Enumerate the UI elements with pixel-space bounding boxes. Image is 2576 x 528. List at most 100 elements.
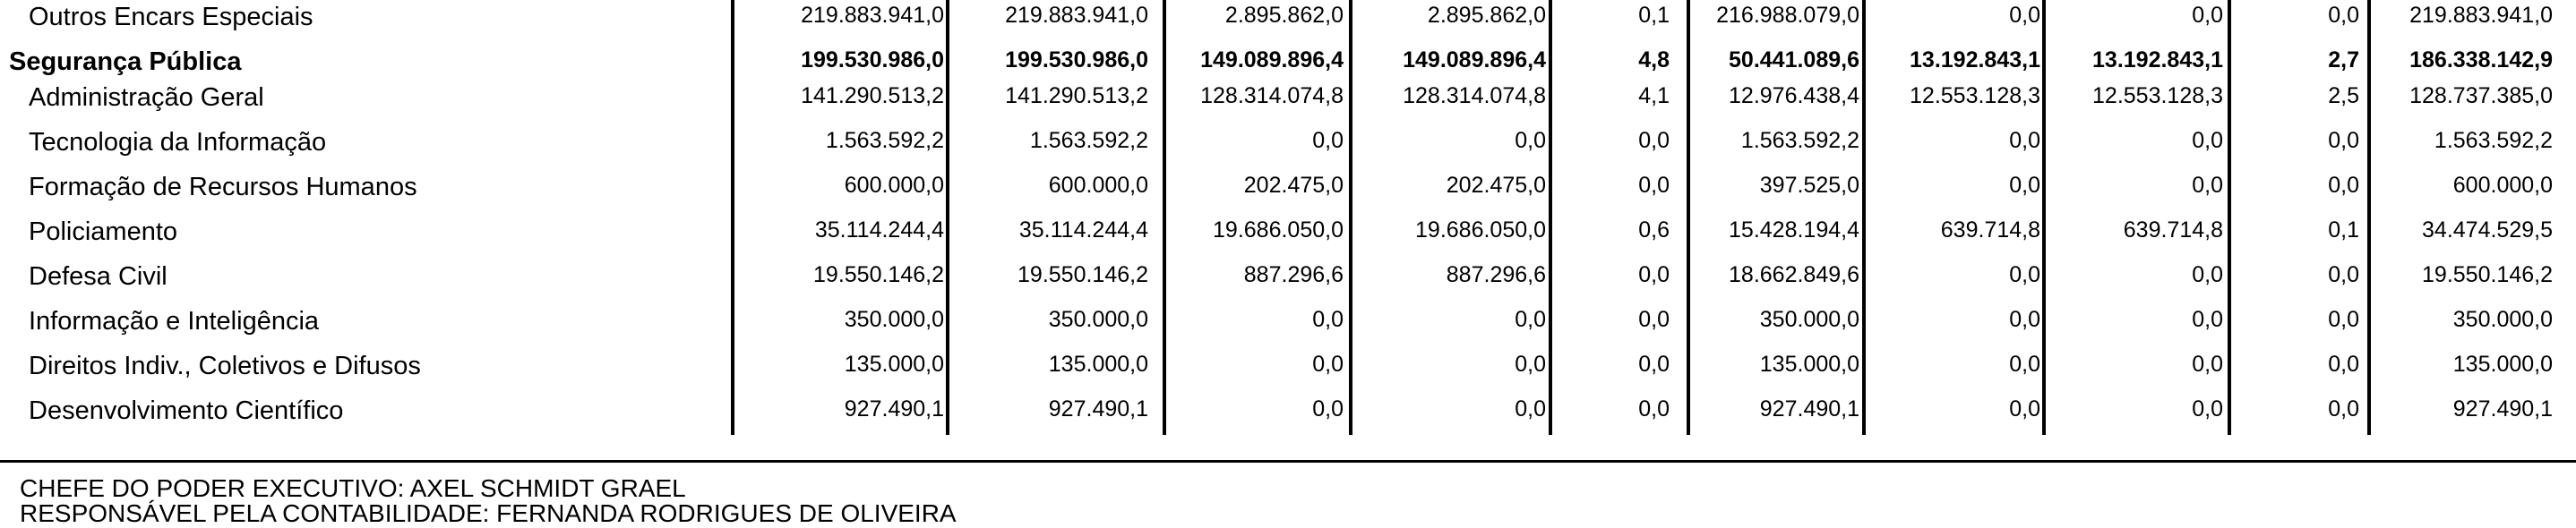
table-cell: 350.000,0 [844, 307, 944, 332]
table-cell: 2,7 [2328, 47, 2359, 72]
table-cell: 0,0 [1638, 262, 1670, 287]
table-cell: 216.988.079,0 [1716, 3, 1859, 28]
table-row: Desenvolvimento Científico 927.490,1 927.4… [0, 394, 2576, 430]
table-cell: 0,0 [1312, 396, 1344, 422]
table-cell: 927.490,1 [844, 396, 944, 422]
table-row: Policiamento 35.114.244,4 35.114.244,4 19.6… [0, 215, 2576, 251]
table-cell: 34.474.529,5 [2422, 217, 2553, 243]
table-cell: 0,0 [2328, 173, 2359, 198]
table-cell: 0,0 [2009, 128, 2040, 153]
table-cell: 887.296,6 [1446, 262, 1546, 287]
table-cell: 0,0 [1312, 307, 1344, 332]
row-label: Defesa Civil [29, 262, 167, 291]
table-cell: 4,8 [1638, 47, 1670, 72]
column-divider [2042, 0, 2046, 435]
table-cell: 350.000,0 [1759, 307, 1859, 332]
table-cell: 0,0 [2328, 128, 2359, 153]
table-row: Direitos Indiv., Coletivos e Difusos 135.… [0, 349, 2576, 385]
table-cell: 199.530.986,0 [1005, 47, 1148, 72]
table-cell: 19.686.050,0 [1415, 217, 1546, 243]
column-divider [1862, 0, 1866, 435]
table-cell: 1.563.592,2 [825, 128, 944, 153]
table-cell: 0,0 [2009, 396, 2040, 422]
table-cell: 0,0 [2192, 352, 2223, 377]
table-cell: 219.883.941,0 [801, 3, 944, 28]
table-cell: 0,0 [2192, 173, 2223, 198]
table-cell: 128.314.074,8 [1200, 83, 1344, 108]
table-cell: 1.563.592,2 [2434, 128, 2553, 153]
table-cell: 219.883.941,0 [1005, 3, 1148, 28]
table-cell: 0,0 [2009, 307, 2040, 332]
table-cell: 0,0 [2192, 307, 2223, 332]
table-cell: 149.089.896,4 [1200, 47, 1344, 72]
table-row: Outros Encars Especiais 219.883.941,0 219.… [0, 0, 2576, 36]
table-cell: 19.550.146,2 [2422, 262, 2553, 287]
row-label: Administração Geral [29, 83, 264, 112]
row-label: Desenvolvimento Científico [29, 396, 344, 425]
table-cell: 50.441.089,6 [1729, 47, 1859, 72]
table-cell: 350.000,0 [1048, 307, 1148, 332]
table-row: Formação de Recursos Humanos 600.000,0 600… [0, 170, 2576, 206]
table-cell: 135.000,0 [1048, 352, 1148, 377]
table-cell: 927.490,1 [1048, 396, 1148, 422]
column-divider [946, 0, 949, 435]
column-divider [1549, 0, 1552, 435]
column-divider [731, 0, 734, 435]
table-row: Defesa Civil 19.550.146,2 19.550.146,2 887.… [0, 260, 2576, 295]
table-cell: 12.553.128,3 [1910, 83, 2040, 108]
row-label: Formação de Recursos Humanos [29, 173, 417, 201]
table-cell: 0,0 [2328, 3, 2359, 28]
row-label: Policiamento [29, 217, 178, 246]
column-divider [1163, 0, 1166, 435]
table-cell: 0,0 [2009, 173, 2040, 198]
table-cell: 0,0 [1638, 307, 1670, 332]
table-cell: 219.883.941,0 [2409, 3, 2553, 28]
table-cell: 19.550.146,2 [813, 262, 944, 287]
table-cell: 19.686.050,0 [1213, 217, 1344, 243]
table-cell: 0,0 [1638, 128, 1670, 153]
row-label: Tecnologia da Informação [29, 128, 327, 157]
table-cell: 0,0 [2192, 262, 2223, 287]
table-cell: 0,0 [2328, 352, 2359, 377]
table-cell: 927.490,1 [1759, 396, 1859, 422]
table-cell: 0,0 [1515, 307, 1546, 332]
table-cell: 887.296,6 [1243, 262, 1344, 287]
table-cell: 927.490,1 [2452, 396, 2553, 422]
table-cell: 13.192.843,1 [1910, 47, 2040, 72]
table-cell: 2.895.862,0 [1224, 3, 1344, 28]
table-cell: 202.475,0 [1243, 173, 1344, 198]
table-cell: 0,0 [2192, 396, 2223, 422]
table-cell: 397.525,0 [1759, 173, 1859, 198]
table-cell: 12.976.438,4 [1729, 83, 1859, 108]
table-cell: 0,0 [2328, 262, 2359, 287]
table-cell: 2,5 [2328, 83, 2359, 108]
table-row: Informação e Inteligência 350.000,0 350.00… [0, 304, 2576, 340]
table-cell: 128.314.074,8 [1403, 83, 1546, 108]
accountant-line: RESPONSÁVEL PELA CONTABILIDADE: FERNANDA… [20, 499, 957, 527]
table-cell: 202.475,0 [1446, 173, 1546, 198]
row-label: Outros Encars Especiais [29, 3, 313, 31]
table-group-row: Segurança Pública 199.530.986,0 199.530.98… [0, 45, 2576, 81]
table-cell: 350.000,0 [2452, 307, 2553, 332]
row-label: Segurança Pública [9, 47, 242, 76]
table-cell: 0,1 [1638, 3, 1670, 28]
table-cell: 0,0 [1515, 396, 1546, 422]
table-cell: 600.000,0 [1048, 173, 1148, 198]
table-cell: 4,1 [1638, 83, 1670, 108]
table-cell: 12.553.128,3 [2092, 83, 2223, 108]
row-label: Direitos Indiv., Coletivos e Difusos [29, 352, 421, 380]
table-cell: 0,6 [1638, 217, 1670, 243]
table-cell: 149.089.896,4 [1403, 47, 1546, 72]
table-cell: 35.114.244,4 [814, 217, 944, 243]
table-cell: 2.895.862,0 [1427, 3, 1546, 28]
table-cell: 186.338.142,9 [2409, 47, 2553, 72]
table-cell: 135.000,0 [2452, 352, 2553, 377]
table-row: Administração Geral 141.290.513,2 141.290.… [0, 81, 2576, 116]
table-cell: 0,0 [2328, 307, 2359, 332]
table-cell: 15.428.194,4 [1729, 217, 1859, 243]
table-cell: 0,0 [1515, 128, 1546, 153]
table-cell: 0,0 [2009, 262, 2040, 287]
table-cell: 0,0 [1638, 173, 1670, 198]
table-cell: 135.000,0 [844, 352, 944, 377]
table-cell: 1.563.592,2 [1740, 128, 1859, 153]
